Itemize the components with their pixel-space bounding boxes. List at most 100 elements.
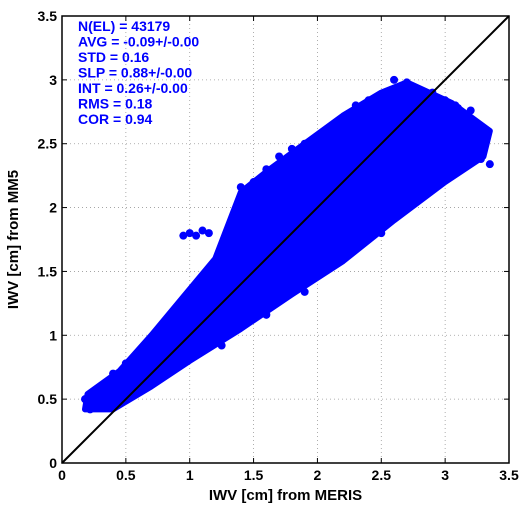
data-point — [364, 96, 373, 105]
data-point — [332, 137, 341, 146]
data-point — [379, 157, 388, 166]
data-point — [132, 377, 141, 386]
data-point — [211, 264, 220, 273]
data-point — [224, 246, 233, 255]
data-point — [428, 172, 437, 181]
data-point — [441, 96, 450, 105]
data-point — [109, 369, 118, 378]
data-point — [341, 188, 350, 197]
data-point — [485, 160, 494, 169]
data-point — [374, 162, 383, 171]
data-point — [198, 226, 207, 235]
data-point — [441, 162, 450, 171]
data-point — [217, 254, 226, 263]
data-point — [364, 221, 373, 230]
data-point — [415, 190, 424, 199]
data-point — [460, 114, 469, 123]
data-point — [86, 405, 95, 414]
data-point — [198, 341, 207, 350]
stat-line: RMS = 0.18 — [78, 96, 153, 112]
data-point — [224, 323, 233, 332]
data-point — [243, 226, 252, 235]
data-point — [188, 326, 197, 335]
data-points — [80, 75, 494, 414]
data-point — [221, 292, 230, 301]
data-point — [128, 367, 137, 376]
data-point — [230, 236, 239, 245]
data-point — [415, 183, 424, 192]
data-point — [338, 241, 347, 250]
data-point — [387, 152, 396, 161]
data-point — [367, 167, 376, 176]
data-point — [466, 106, 475, 115]
data-point — [390, 75, 399, 84]
data-point — [409, 86, 418, 95]
data-point — [338, 114, 347, 123]
data-point — [262, 292, 271, 301]
data-point — [185, 346, 194, 355]
data-point — [121, 359, 130, 368]
data-point — [287, 277, 296, 286]
data-point — [336, 193, 345, 202]
data-point — [396, 83, 405, 92]
data-point — [354, 178, 363, 187]
data-point — [287, 144, 296, 153]
data-point — [277, 241, 286, 250]
reference-line — [61, 15, 510, 464]
data-point — [402, 78, 411, 87]
data-point — [249, 305, 258, 314]
data-point — [247, 267, 256, 276]
y-tick-label: 1.5 — [38, 263, 58, 279]
y-tick-label: 3 — [49, 72, 57, 88]
data-point — [338, 254, 347, 263]
data-point — [144, 364, 153, 373]
data-point — [208, 305, 217, 314]
data-point — [141, 356, 150, 365]
data-point — [249, 216, 258, 225]
data-point — [255, 211, 264, 220]
data-point — [390, 203, 399, 212]
data-point — [364, 109, 373, 118]
data-point — [153, 333, 162, 342]
data-point — [323, 203, 332, 212]
data-point — [418, 126, 427, 135]
data-point — [377, 229, 386, 238]
x-tick-label: 3.5 — [499, 467, 519, 483]
data-point — [268, 195, 277, 204]
data-point — [234, 280, 243, 289]
data-point — [102, 379, 111, 388]
data-point — [434, 101, 443, 110]
data-point — [400, 142, 409, 151]
data-point — [175, 338, 184, 347]
data-point — [195, 318, 204, 327]
stat-line: COR = 0.94 — [78, 111, 153, 127]
data-point — [236, 313, 245, 322]
data-point — [402, 193, 411, 202]
data-point — [185, 300, 194, 309]
data-point — [98, 402, 107, 411]
data-point — [179, 231, 188, 240]
data-point — [290, 229, 299, 238]
data-point — [201, 313, 210, 322]
data-point — [351, 119, 360, 128]
data-point — [281, 185, 290, 194]
data-point — [405, 137, 414, 146]
data-point — [119, 387, 128, 396]
x-tick-label: 2.5 — [372, 467, 392, 483]
data-point — [453, 103, 462, 112]
stat-line: AVG = -0.09+/-0.00 — [78, 34, 199, 50]
data-point — [217, 341, 226, 350]
data-point — [326, 249, 335, 258]
stat-line: SLP = 0.88+/-0.00 — [78, 65, 192, 81]
data-point — [351, 231, 360, 240]
data-point — [294, 172, 303, 181]
data-point — [236, 231, 245, 240]
data-point — [285, 234, 294, 243]
data-point — [447, 109, 456, 118]
x-tick-label: 1.5 — [244, 467, 264, 483]
y-tick-label: 0 — [49, 455, 57, 471]
data-point — [425, 121, 434, 130]
data-point — [326, 142, 335, 151]
data-point — [211, 331, 220, 340]
